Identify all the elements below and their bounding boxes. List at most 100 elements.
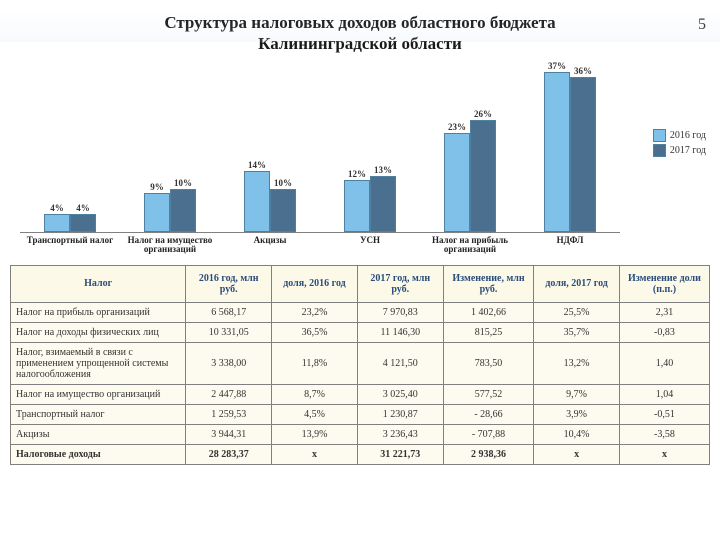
bar-value-label: 12% — [348, 169, 366, 179]
table-cell: 1 230,87 — [357, 404, 443, 424]
table-cell: 11,8% — [272, 342, 358, 384]
table-column-header: Налог — [11, 265, 186, 302]
table-row: Налог, взимаемый в связи с применением у… — [11, 342, 710, 384]
bar-value-label: 4% — [50, 203, 64, 213]
bar-chart: 4%4%Транспортный налог9%10%Налог на имущ… — [10, 61, 710, 261]
table-cell: -3,58 — [619, 424, 709, 444]
bar-value-label: 14% — [248, 160, 266, 170]
header-strip — [0, 12, 720, 42]
table-column-header: доля, 2017 год — [534, 265, 620, 302]
bar-2017: 36% — [570, 77, 596, 232]
bar-2017: 10% — [170, 189, 196, 232]
bar-2016: 12% — [344, 180, 370, 232]
table-cell: 31 221,73 — [357, 444, 443, 464]
bar-2017: 13% — [370, 176, 396, 232]
table-cell: 23,2% — [272, 302, 358, 322]
table-row: Транспортный налог1 259,534,5%1 230,87- … — [11, 404, 710, 424]
table-cell: 11 146,30 — [357, 322, 443, 342]
tax-name-cell: Транспортный налог — [11, 404, 186, 424]
table-cell: 4,5% — [272, 404, 358, 424]
page-number: 5 — [698, 16, 706, 34]
bar-value-label: 36% — [574, 66, 592, 76]
table-cell: 28 283,37 — [186, 444, 272, 464]
table-cell: 10,4% — [534, 424, 620, 444]
tax-name-cell: Налог, взимаемый в связи с применением у… — [11, 342, 186, 384]
bar-2016: 9% — [144, 193, 170, 232]
table-cell: 36,5% — [272, 322, 358, 342]
table-column-header: Изменение, млн руб. — [443, 265, 534, 302]
bar-value-label: 10% — [174, 178, 192, 188]
table-total-row: Налоговые доходы28 283,37х31 221,732 938… — [11, 444, 710, 464]
table-column-header: Изменение доли (п.п.) — [619, 265, 709, 302]
tax-name-cell: Налог на доходы физических лиц — [11, 322, 186, 342]
table-cell: 3 944,31 — [186, 424, 272, 444]
table-cell: Налоговые доходы — [11, 444, 186, 464]
bar-2016: 23% — [444, 133, 470, 232]
table-cell: 815,25 — [443, 322, 534, 342]
chart-plot-area: 4%4%Транспортный налог9%10%Налог на имущ… — [20, 61, 620, 233]
tax-table: Налог2016 год, млн руб.доля, 2016 год201… — [10, 265, 710, 465]
table-cell: 2 447,88 — [186, 384, 272, 404]
table-row: Налог на доходы физических лиц10 331,053… — [11, 322, 710, 342]
legend-label: 2016 год — [670, 130, 706, 141]
table-cell: 10 331,05 — [186, 322, 272, 342]
bar-value-label: 23% — [448, 122, 466, 132]
table-cell: 783,50 — [443, 342, 534, 384]
table-cell: 4 121,50 — [357, 342, 443, 384]
table-cell: х — [272, 444, 358, 464]
bar-2016: 37% — [544, 72, 570, 231]
table-cell: 1 259,53 — [186, 404, 272, 424]
category-axis-label: НДФЛ — [520, 232, 620, 246]
table-cell: 13,9% — [272, 424, 358, 444]
table-cell: 3,9% — [534, 404, 620, 424]
bar-value-label: 13% — [374, 165, 392, 175]
table-cell: 8,7% — [272, 384, 358, 404]
bar-2017: 4% — [70, 214, 96, 231]
legend-item: 2017 год — [653, 144, 706, 157]
table-column-header: 2017 год, млн руб. — [357, 265, 443, 302]
table-column-header: доля, 2016 год — [272, 265, 358, 302]
tax-name-cell: Акцизы — [11, 424, 186, 444]
table-cell: 9,7% — [534, 384, 620, 404]
chart-legend: 2016 год 2017 год — [653, 129, 706, 159]
bar-2016: 14% — [244, 171, 270, 231]
table-row: Налог на прибыль организаций6 568,1723,2… — [11, 302, 710, 322]
table-cell: 7 970,83 — [357, 302, 443, 322]
table-row: Акцизы3 944,3113,9%3 236,43- 707,8810,4%… — [11, 424, 710, 444]
table-cell: х — [619, 444, 709, 464]
bar-value-label: 26% — [474, 109, 492, 119]
table-cell: 2,31 — [619, 302, 709, 322]
bar-value-label: 37% — [548, 61, 566, 71]
bar-value-label: 10% — [274, 178, 292, 188]
tax-table-wrap: Налог2016 год, млн руб.доля, 2016 год201… — [10, 265, 710, 465]
table-cell: -0,83 — [619, 322, 709, 342]
table-cell: 577,52 — [443, 384, 534, 404]
table-cell: 3 338,00 — [186, 342, 272, 384]
category-axis-label: Налог на прибыль организаций — [420, 232, 520, 256]
bar-value-label: 9% — [150, 182, 164, 192]
legend-swatch — [653, 144, 666, 157]
category-axis-label: Налог на имущество организаций — [120, 232, 220, 256]
table-cell: 3 236,43 — [357, 424, 443, 444]
category-axis-label: Транспортный налог — [20, 232, 120, 246]
tax-name-cell: Налог на прибыль организаций — [11, 302, 186, 322]
table-row: Налог на имущество организаций2 447,888,… — [11, 384, 710, 404]
bar-2017: 26% — [470, 120, 496, 232]
table-cell: - 707,88 — [443, 424, 534, 444]
category-axis-label: УСН — [320, 232, 420, 246]
table-cell: 2 938,36 — [443, 444, 534, 464]
table-cell: 25,5% — [534, 302, 620, 322]
bar-value-label: 4% — [76, 203, 90, 213]
table-cell: 35,7% — [534, 322, 620, 342]
table-cell: - 28,66 — [443, 404, 534, 424]
table-header-row: Налог2016 год, млн руб.доля, 2016 год201… — [11, 265, 710, 302]
table-body: Налог на прибыль организаций6 568,1723,2… — [11, 302, 710, 464]
table-cell: х — [534, 444, 620, 464]
table-cell: 1,40 — [619, 342, 709, 384]
bar-2017: 10% — [270, 189, 296, 232]
table-cell: -0,51 — [619, 404, 709, 424]
table-cell: 13,2% — [534, 342, 620, 384]
table-cell: 3 025,40 — [357, 384, 443, 404]
bar-2016: 4% — [44, 214, 70, 231]
table-column-header: 2016 год, млн руб. — [186, 265, 272, 302]
